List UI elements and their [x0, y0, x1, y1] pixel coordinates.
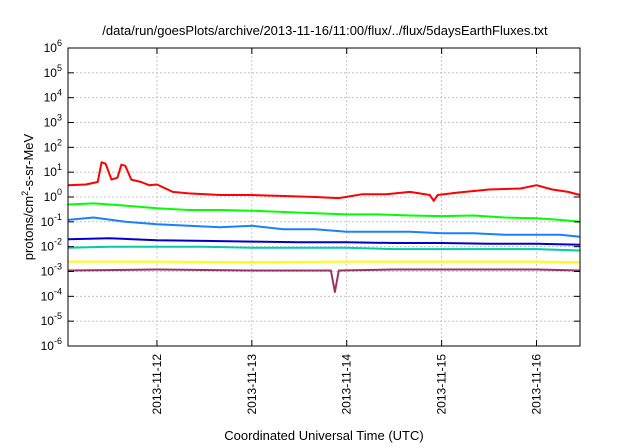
x-tick-label: 2013-11-13	[245, 354, 259, 415]
y-tick-label: 102	[44, 137, 62, 154]
x-axis-label: Coordinated Universal Time (UTC)	[224, 428, 423, 443]
y-tick-label: 104	[44, 88, 62, 105]
series-line-1	[67, 161, 581, 202]
series-line-5	[67, 245, 581, 252]
series-line-2	[67, 202, 581, 223]
y-tick-label: 10-1	[41, 212, 62, 229]
y-tick-label: 10-4	[41, 286, 62, 303]
series-layer	[67, 161, 581, 293]
y-tick-labels: 10-6 10-5 10-4 10-3 10-2 10-1 100 101 102 103 104 1…	[41, 38, 62, 353]
x-tick-label: 2013-11-12	[150, 354, 164, 415]
y-tick-label: 10-3	[41, 262, 62, 279]
chart-title: /data/run/goesPlots/archive/2013-11-16/1…	[102, 23, 548, 38]
ticks	[68, 47, 580, 347]
x-tick-labels: 2013-11-12 2013-11-13 2013-11-14 2013-11-15…	[150, 354, 544, 415]
x-tick-label: 2013-11-16	[530, 354, 544, 415]
y-tick-label: 10-2	[41, 237, 62, 254]
x-tick-label: 2013-11-15	[435, 354, 449, 415]
y-tick-label: 103	[44, 113, 62, 130]
y-tick-label: 100	[44, 187, 62, 204]
series-line-6	[68, 260, 581, 264]
y-tick-label: 106	[44, 38, 62, 55]
series-line-3	[67, 216, 581, 238]
y-tick-label: 10-5	[41, 311, 62, 328]
x-tick-label: 2013-11-14	[340, 354, 354, 415]
y-tick-label: 105	[44, 63, 62, 80]
series-line-4	[67, 237, 581, 246]
y-tick-label: 10-6	[41, 336, 62, 353]
series-line-7	[67, 268, 581, 293]
y-axis-label: protons/cm2-s-sr-MeV	[20, 133, 36, 260]
y-tick-label: 101	[44, 162, 62, 179]
